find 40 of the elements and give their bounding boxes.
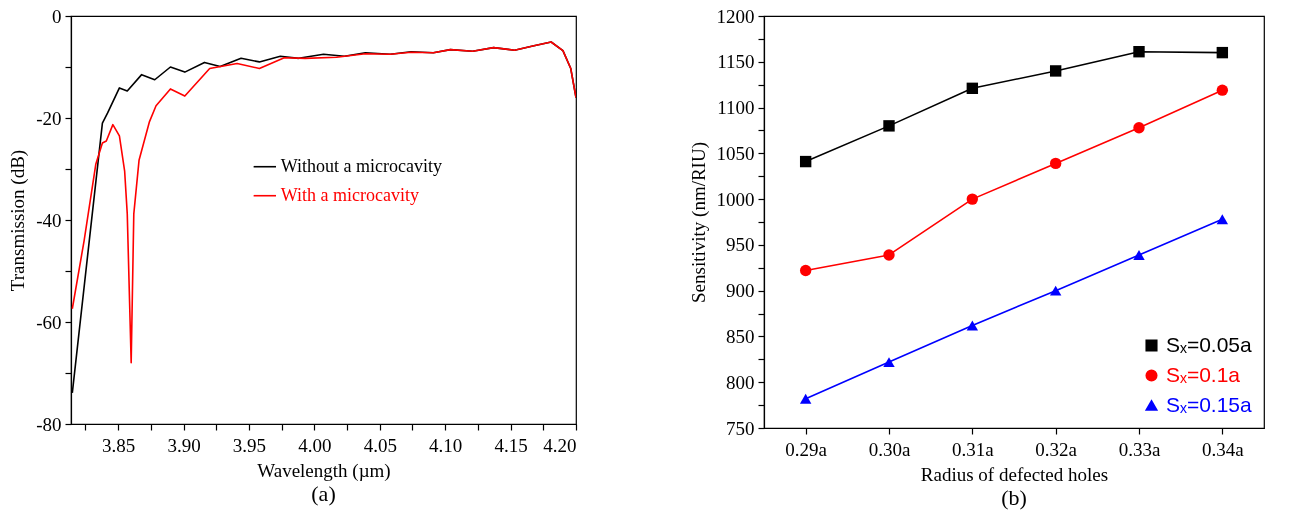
y-tick-label: -40 bbox=[36, 209, 62, 231]
legend-label: Without a microcavity bbox=[280, 155, 443, 176]
y-tick-label: 750 bbox=[726, 417, 755, 439]
legend-label: Sₓ=0.1a bbox=[1166, 362, 1241, 386]
legend-label: Sₓ=0.05a bbox=[1166, 332, 1253, 356]
x-tick-label: 4.10 bbox=[429, 434, 463, 456]
text: (a) bbox=[311, 481, 336, 506]
x-tick-label: 0.29a bbox=[785, 438, 828, 460]
y-tick-label: 1050 bbox=[716, 142, 755, 164]
y-tick-label: -60 bbox=[36, 311, 62, 333]
y-axis-title: Sensitivity (nm/RIU) bbox=[687, 142, 710, 303]
x-tick-label: 3.90 bbox=[167, 434, 201, 456]
legend-label: Sₓ=0.15a bbox=[1166, 392, 1253, 416]
legend-label: With a microcavity bbox=[280, 184, 420, 205]
x-tick-label: 0.32a bbox=[1035, 438, 1078, 460]
y-tick-label: 850 bbox=[726, 325, 755, 347]
x-tick-label: 4.15 bbox=[494, 434, 528, 456]
y-tick-label: 1100 bbox=[717, 97, 755, 119]
x-tick-label: 3.85 bbox=[101, 434, 136, 456]
x-tick-label: 0.30a bbox=[868, 438, 911, 460]
x-tick-label: 4.00 bbox=[298, 434, 332, 456]
y-tick-label: -80 bbox=[36, 413, 62, 435]
y-axis-title: Transmission (dB) bbox=[7, 149, 30, 292]
y-tick-label: -20 bbox=[36, 107, 62, 129]
x-tick-label: 0.34a bbox=[1201, 438, 1245, 460]
x-tick-label: 0.31a bbox=[951, 438, 995, 460]
y-tick-label: 1200 bbox=[716, 5, 755, 27]
y-tick-label: 950 bbox=[726, 234, 755, 256]
x-axis-title: Radius of defected holes bbox=[920, 463, 1109, 485]
x-tick-label: 4.05 bbox=[363, 434, 397, 456]
x-axis-title: Wavelength (µm) bbox=[257, 459, 391, 482]
y-tick-label: 800 bbox=[726, 371, 755, 393]
text: (b) bbox=[1001, 485, 1027, 510]
x-tick-label: 4.20 bbox=[543, 434, 577, 456]
y-tick-label: 1150 bbox=[717, 51, 755, 73]
y-tick-label: 900 bbox=[726, 280, 755, 302]
x-tick-label: 3.95 bbox=[232, 434, 267, 456]
y-tick-label: 1000 bbox=[716, 188, 755, 210]
x-tick-label: 0.33a bbox=[1118, 438, 1161, 460]
y-tick-label: 0 bbox=[52, 5, 62, 27]
